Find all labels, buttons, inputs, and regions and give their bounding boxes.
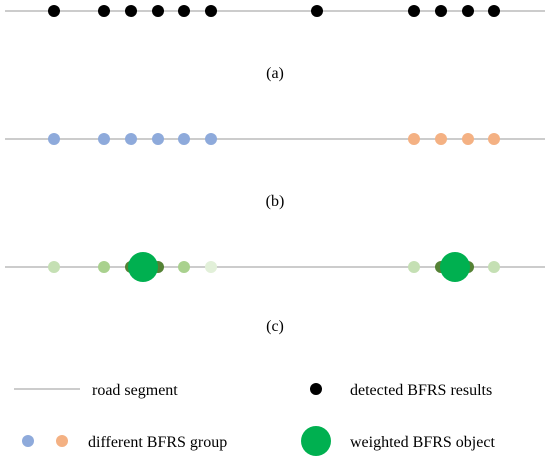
group-dot-blue [48,133,60,145]
detected-dot [205,5,217,17]
group-dot-blue [205,133,217,145]
detected-dot [48,5,60,17]
group-dot-blue [125,133,137,145]
caption-b: (b) [266,193,285,210]
detected-dot [311,5,323,17]
group-point [488,261,500,273]
detected-dots [48,5,500,17]
legend-blue-dot [22,435,34,447]
weighted-dots [48,252,500,282]
group-dot-blue [152,133,164,145]
detected-dot [125,5,137,17]
panel-c: (c) [5,252,545,335]
group-dots [48,133,500,145]
group-point [408,261,420,273]
legend-detected-dot [310,383,322,395]
detected-dot [178,5,190,17]
legend: road segment detected BFRS results diffe… [14,382,495,456]
legend-weighted-dot [301,426,331,456]
detected-dot [152,5,164,17]
group-dot-blue [178,133,190,145]
group-dot-orange [462,133,474,145]
caption-a: (a) [266,65,284,82]
weighted-object [128,252,158,282]
group-point [48,261,60,273]
legend-orange-dot [56,435,68,447]
weighted-object [440,252,470,282]
group-dot-orange [488,133,500,145]
detected-dot [98,5,110,17]
panel-b: (b) [5,133,545,210]
detected-dot [435,5,447,17]
group-point [205,261,217,273]
legend-group-label: different BFRS group [88,434,227,451]
legend-weighted-label: weighted BFRS object [350,434,495,451]
group-dot-orange [408,133,420,145]
group-dot-orange [435,133,447,145]
group-dot-blue [98,133,110,145]
panel-a: (a) [5,5,545,82]
group-point [178,261,190,273]
legend-detected-label: detected BFRS results [350,382,492,399]
detected-dot [462,5,474,17]
detected-dot [488,5,500,17]
legend-road-label: road segment [92,382,178,399]
caption-c: (c) [266,318,284,335]
detected-dot [408,5,420,17]
group-point [98,261,110,273]
